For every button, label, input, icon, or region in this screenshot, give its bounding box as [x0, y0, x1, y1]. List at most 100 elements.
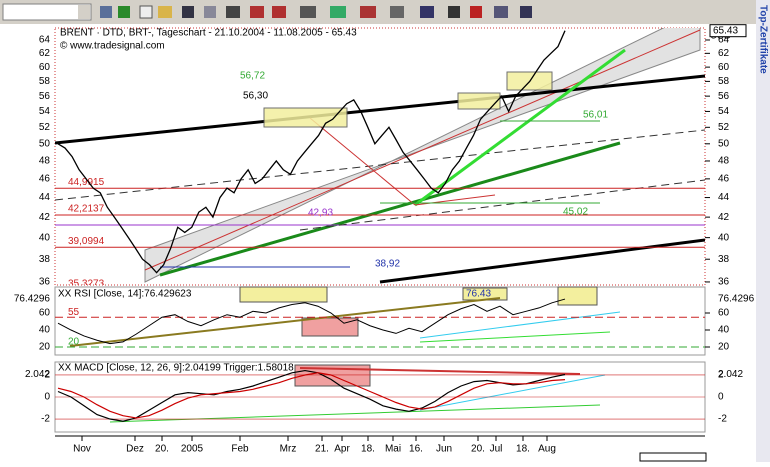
y2-tick-label: 40 — [718, 232, 730, 243]
price-frame — [54, 27, 706, 286]
fib-label: 35,3273 — [68, 279, 105, 290]
fib-label: 44,9915 — [68, 177, 105, 188]
rsi-box — [301, 317, 359, 337]
y2-tick-label: 20 — [718, 342, 730, 353]
series-line — [57, 372, 566, 419]
y-tick-label: 20 — [39, 342, 51, 353]
rsi-last: 76.4296 — [14, 294, 51, 305]
y-tick-label: 54 — [39, 106, 51, 117]
y2-tick-label: 50 — [718, 138, 730, 149]
y2-tick-label: 52 — [718, 122, 730, 133]
y2-tick-label: 38 — [718, 254, 730, 265]
y2-tick-label: 60 — [718, 62, 730, 73]
x-tick-label: Aug — [538, 444, 556, 455]
x-tick-label: 20. — [155, 444, 169, 455]
y-tick-label: 46 — [39, 174, 51, 185]
x-tick-label: 2005 — [181, 444, 204, 455]
trend-label: 45,02 — [563, 207, 588, 218]
last-price-label: 65.43 — [713, 25, 738, 36]
x-tick-label: 18. — [516, 444, 530, 455]
y2-tick-label: 54 — [718, 106, 730, 117]
y-tick-label: 52 — [39, 122, 51, 133]
y-tick-label: 50 — [39, 138, 51, 149]
trend-label: 56,01 — [583, 110, 608, 121]
trend-label: 38,92 — [375, 259, 400, 270]
last-price-box — [709, 24, 747, 38]
x-tick-label: Jun — [436, 444, 452, 455]
x-tick-label: 16. — [409, 444, 423, 455]
y2-tick-label: 60 — [718, 308, 730, 319]
fib-label: 39,0994 — [68, 236, 105, 247]
rsi-level-label: 20 — [68, 337, 80, 348]
x-tick-label: Nov — [73, 444, 91, 455]
x-tick-label: Mai — [385, 444, 401, 455]
scroll-box[interactable] — [639, 452, 707, 462]
y-tick-label: 40 — [39, 232, 51, 243]
rsi-title: XX RSI [Close, 14]:76.429623 — [58, 289, 192, 300]
y2-tick-label: 36 — [718, 277, 730, 288]
series-line — [57, 369, 566, 422]
trend-label: 56,72 — [240, 71, 265, 82]
y-tick-label: 2 — [44, 370, 50, 381]
rsi-frame — [54, 286, 706, 356]
x-tick-label: Mrz — [280, 444, 297, 455]
y-tick-label: 58 — [39, 76, 51, 87]
y2-tick-label: -2 — [718, 414, 727, 425]
macd-title: XX MACD [Close, 12, 26, 9]:2.04199 Trigg… — [58, 363, 294, 374]
y-tick-label: 56 — [39, 91, 51, 102]
x-tick-label: Jul — [490, 444, 503, 455]
y2-tick-label: 48 — [718, 156, 730, 167]
toolbar-icons[interactable] — [100, 5, 532, 19]
y2-tick-label: 42 — [718, 212, 730, 223]
y2-tick-label: 58 — [718, 76, 730, 87]
toolbar — [0, 0, 756, 24]
rsi-box-label: 76.43 — [466, 289, 491, 300]
y2-tick-label: 40 — [718, 325, 730, 336]
rsi-last: 76.4296 — [718, 294, 755, 305]
y2-tick-label: 56 — [718, 91, 730, 102]
x-tick-label: 20. — [471, 444, 485, 455]
y-tick-label: 62 — [39, 48, 51, 59]
y2-tick-label: 62 — [718, 48, 730, 59]
y-tick-label: 64 — [39, 35, 51, 46]
series-line — [57, 298, 566, 345]
rsi-box — [239, 286, 328, 303]
rsi-level-label: 55 — [68, 307, 80, 318]
sidebar-label[interactable]: Top-Zertifikate — [757, 5, 768, 74]
x-tick-label: Feb — [231, 444, 249, 455]
macd-last: 2.042 — [25, 369, 50, 380]
chart-source: © www.tradesignal.com — [60, 41, 165, 52]
x-tick-label: Apr — [334, 444, 350, 455]
dropdown-button[interactable] — [78, 5, 90, 19]
y-tick-label: -2 — [41, 414, 50, 425]
series-line — [57, 30, 566, 274]
y-tick-label: 60 — [39, 308, 51, 319]
rsi-trendline — [69, 297, 501, 347]
chart-title: BRENT · DTD, BRT-, Tageschart - 21.10.20… — [60, 28, 357, 39]
y2-tick-label: 2 — [718, 370, 724, 381]
rsi-trendline — [419, 311, 621, 339]
rsi-box — [557, 286, 598, 306]
y2-tick-label: 64 — [718, 35, 730, 46]
x-tick-label: 21. — [315, 444, 329, 455]
y-tick-label: 44 — [39, 192, 51, 203]
symbol-dropdown[interactable] — [2, 3, 92, 21]
trend-label: 42,93 — [308, 208, 333, 219]
macd-last: 2.042 — [718, 369, 743, 380]
y-tick-label: 48 — [39, 156, 51, 167]
y-tick-label: 0 — [44, 392, 50, 403]
sidebar[interactable] — [756, 0, 770, 462]
y-tick-label: 60 — [39, 62, 51, 73]
y-tick-label: 40 — [39, 325, 51, 336]
y-tick-label: 38 — [39, 254, 51, 265]
fib-label: 42,2137 — [68, 204, 105, 215]
x-tick-label: 18. — [361, 444, 375, 455]
x-tick-label: Dez — [126, 444, 144, 455]
macd-trendline — [419, 374, 606, 411]
y-tick-label: 42 — [39, 212, 51, 223]
y2-tick-label: 46 — [718, 174, 730, 185]
y-tick-label: 36 — [39, 277, 51, 288]
y2-tick-label: 0 — [718, 392, 724, 403]
